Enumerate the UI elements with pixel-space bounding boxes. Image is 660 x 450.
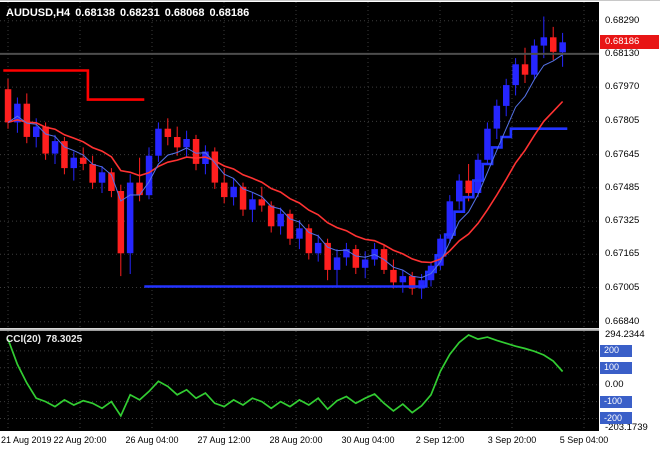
price-axis-label: 0.68290 — [605, 14, 640, 26]
price-axis-label: 0.67645 — [605, 148, 640, 160]
time-axis-label: 3 Sep 20:00 — [487, 435, 537, 445]
main-chart-panel[interactable]: AUDUSD,H4 0.68138 0.68231 0.68068 0.68186 — [0, 2, 599, 328]
price-chart-svg[interactable] — [0, 2, 599, 328]
time-axis-label: 22 Aug 20:00 — [53, 435, 107, 445]
time-axis-label: 21 Aug 2019 — [1, 435, 52, 445]
cci-max-label: 294.2344 — [605, 329, 645, 340]
time-axis-label: 5 Sep 04:00 — [559, 435, 609, 445]
price-axis-label: 0.67805 — [605, 115, 640, 127]
current-price-badge: 0.68186 — [600, 35, 659, 50]
ohlc-high: 0.68231 — [119, 7, 160, 19]
price-axis-label: 0.67485 — [605, 181, 640, 193]
price-axis[interactable]: 0.68290 0.68130 0.67970 0.67805 0.67645 0.674… — [599, 2, 660, 431]
time-axis[interactable]: 21 Aug 2019 22 Aug 20:00 26 Aug 04:00 27 Au… — [0, 431, 660, 450]
ohlc-close: 0.68186 — [209, 7, 250, 19]
cci-min-label: -203.1739 — [605, 422, 648, 432]
cci-name: CCI(20) — [6, 334, 42, 345]
cci-value: 78.3025 — [46, 334, 83, 345]
ohlc-low: 0.68068 — [164, 7, 205, 19]
time-axis-label: 2 Sep 12:00 — [415, 435, 465, 445]
price-axis-label: 0.67325 — [605, 215, 640, 227]
time-axis-label: 30 Aug 04:00 — [341, 435, 395, 445]
time-axis-label: 27 Aug 12:00 — [197, 435, 251, 445]
cci-level-badge: 200 — [600, 344, 632, 357]
cci-level-badge: -100 — [600, 395, 632, 408]
panel-splitter[interactable] — [0, 328, 660, 331]
price-axis-label: 0.67165 — [605, 248, 640, 260]
cci-level-badge: 100 — [600, 361, 632, 374]
cci-panel[interactable]: CCI(20) 78.3025 — [0, 331, 599, 431]
ohlc-open: 0.68138 — [75, 7, 115, 19]
cci-level-badge: -200 — [600, 412, 632, 425]
cci-zero-label: 0.00 — [605, 378, 624, 390]
cci-indicator-label: CCI(20) 78.3025 — [6, 334, 87, 345]
cci-chart-svg[interactable] — [0, 331, 599, 431]
price-axis-label: 0.67970 — [605, 81, 640, 93]
price-axis-label: 0.68130 — [605, 47, 640, 59]
time-axis-label: 28 Aug 20:00 — [269, 435, 323, 445]
time-axis-label: 26 Aug 04:00 — [125, 435, 179, 445]
ohlc-title: AUDUSD,H4 0.68138 0.68231 0.68068 0.68186 — [6, 7, 254, 19]
price-axis-label: 0.67005 — [605, 281, 640, 293]
symbol-timeframe: AUDUSD,H4 — [6, 7, 71, 19]
price-axis-label: 0.66840 — [605, 315, 640, 327]
